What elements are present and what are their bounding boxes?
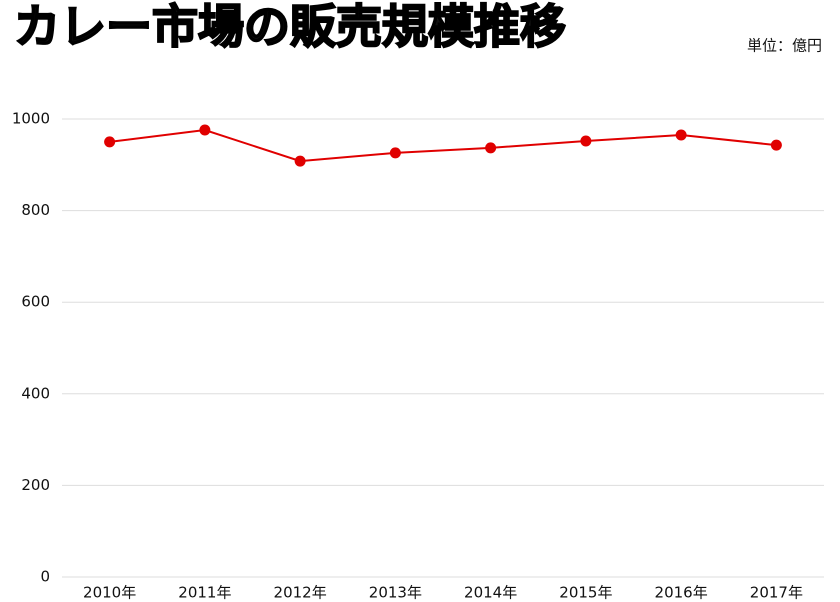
x-tick-label: 2012年 — [274, 584, 327, 602]
x-tick-label: 2017年 — [750, 584, 803, 602]
unit-label: 単位：億円 — [747, 37, 822, 55]
data-point — [770, 139, 782, 151]
chart-title: カレー市場の販売規模推移 — [14, 0, 566, 54]
data-point — [389, 147, 401, 159]
data-point — [675, 129, 687, 141]
x-tick-label: 2010年 — [83, 584, 136, 602]
y-tick-label: 400 — [21, 384, 50, 402]
x-tick-label: 2011年 — [178, 584, 231, 602]
x-tick-label: 2013年 — [369, 584, 422, 602]
data-point — [199, 124, 211, 136]
data-point — [485, 142, 497, 154]
y-tick-label: 600 — [21, 293, 50, 311]
series-line — [109, 128, 777, 163]
data-point — [294, 155, 306, 167]
data-point — [104, 136, 116, 148]
x-tick-label: 2016年 — [655, 584, 708, 602]
y-tick-label: 1000 — [12, 110, 50, 128]
y-tick-label: 200 — [21, 476, 50, 494]
x-tick-label: 2015年 — [559, 584, 612, 602]
y-tick-label: 0 — [40, 568, 50, 586]
data-point — [580, 135, 592, 147]
x-tick-label: 2014年 — [464, 584, 517, 602]
y-tick-label: 800 — [21, 201, 50, 219]
